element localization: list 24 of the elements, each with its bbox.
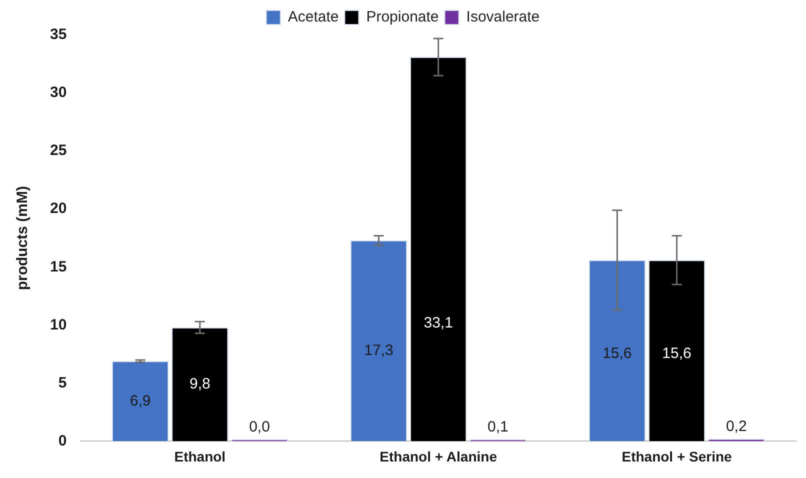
legend-label: Isovalerate: [466, 8, 540, 26]
y-tick-label: 0: [58, 432, 67, 450]
x-tick-label: Ethanol: [174, 448, 226, 464]
y-tick-label: 25: [50, 142, 67, 160]
y-axis-title: products (mM): [14, 186, 32, 290]
x-tick-label: Ethanol + Alanine: [380, 448, 498, 464]
data-label: 15,6: [602, 345, 632, 362]
legend-label: Propionate: [366, 8, 439, 26]
data-label: 6,9: [130, 392, 151, 410]
data-label: 17,3: [364, 342, 394, 360]
data-label: 33,1: [424, 314, 453, 332]
data-label: 9,8: [189, 375, 210, 392]
data-label: 0,1: [488, 418, 508, 436]
y-tick-label: 15: [50, 258, 67, 276]
y-tick-label: 20: [50, 200, 67, 218]
y-tick-label: 5: [58, 374, 67, 392]
y-tick-label: 35: [50, 26, 67, 44]
data-label: 0,0: [249, 418, 270, 436]
data-label: 15,6: [662, 345, 692, 362]
data-label: 0,2: [726, 418, 747, 436]
x-tick-label: Ethanol + Serine: [622, 448, 732, 464]
legend-label: Acetate: [288, 8, 339, 26]
y-tick-label: 10: [50, 316, 67, 334]
y-tick-label: 30: [50, 84, 67, 102]
